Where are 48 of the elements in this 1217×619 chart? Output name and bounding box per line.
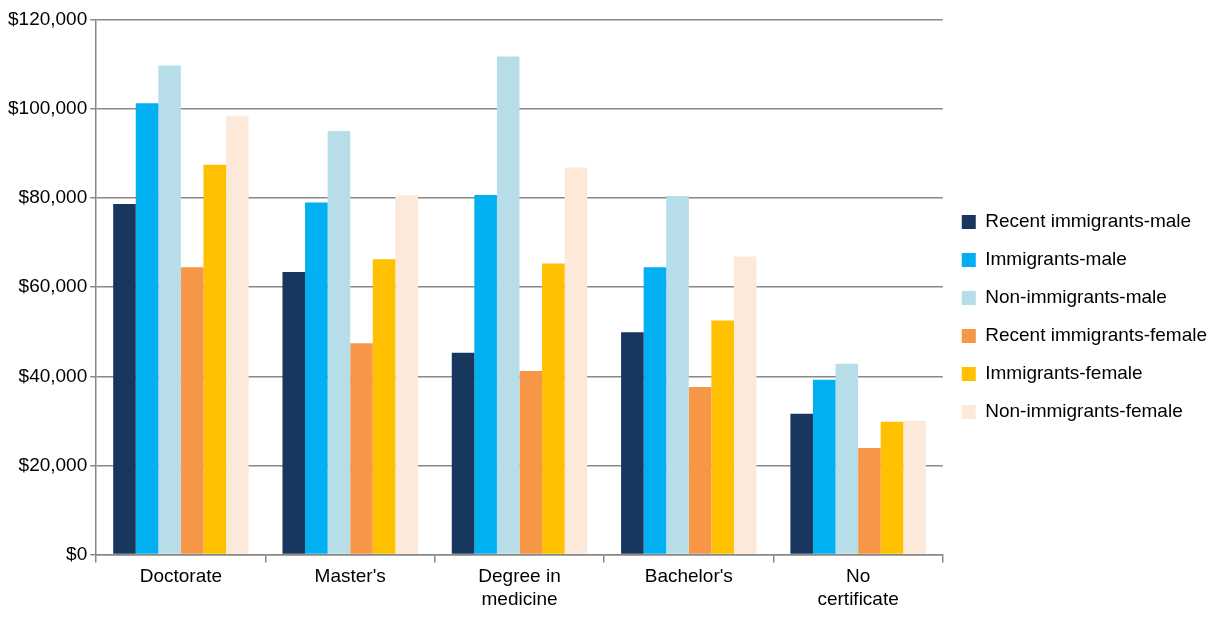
y-tick-label: $100,000 — [8, 97, 88, 119]
bar — [903, 420, 926, 554]
bar — [621, 332, 644, 554]
x-tick-label: Degree in medicine — [478, 565, 561, 609]
bar — [858, 447, 881, 554]
bar — [790, 413, 813, 554]
y-tick-label: $60,000 — [18, 275, 88, 297]
legend-label: Non-immigrants-female — [985, 400, 1183, 422]
legend-label: Immigrants-female — [985, 362, 1143, 384]
bar — [643, 267, 667, 554]
bar — [474, 195, 497, 554]
x-tick-label: No certificate — [817, 565, 899, 609]
bar — [733, 256, 757, 554]
bar — [451, 352, 475, 554]
y-tick-label: $120,000 — [8, 8, 88, 30]
bar — [666, 195, 689, 554]
bar — [327, 130, 351, 554]
bar — [180, 267, 204, 554]
x-tick-label: Bachelor's — [644, 565, 733, 587]
legend-label: Recent immigrants-male — [985, 210, 1192, 232]
bar — [158, 65, 181, 554]
bar — [372, 259, 396, 554]
bar — [688, 386, 712, 554]
x-tick-label: Doctorate — [139, 565, 223, 587]
legend-label: Non-immigrants-male — [985, 286, 1167, 308]
bar — [496, 56, 520, 554]
x-tick-label: Master's — [314, 565, 386, 587]
bar — [203, 164, 227, 554]
y-tick-label: $80,000 — [18, 186, 88, 208]
bar — [226, 116, 249, 554]
bar — [350, 343, 373, 554]
bar — [135, 103, 159, 554]
bar — [113, 203, 136, 554]
bar — [711, 320, 734, 554]
y-tick-label: $40,000 — [18, 364, 88, 386]
legend-label: Recent immigrants-female — [985, 324, 1208, 346]
bar — [880, 421, 904, 554]
bar — [564, 167, 588, 554]
legend-label: Immigrants-male — [985, 248, 1127, 270]
y-tick-label: $0 — [66, 542, 88, 564]
bar — [395, 195, 418, 554]
bar — [835, 363, 859, 554]
y-tick-label: $20,000 — [18, 453, 88, 475]
bar — [519, 370, 543, 554]
bar — [282, 272, 306, 554]
bar — [812, 379, 836, 554]
bar — [542, 263, 565, 554]
bar — [305, 202, 328, 554]
